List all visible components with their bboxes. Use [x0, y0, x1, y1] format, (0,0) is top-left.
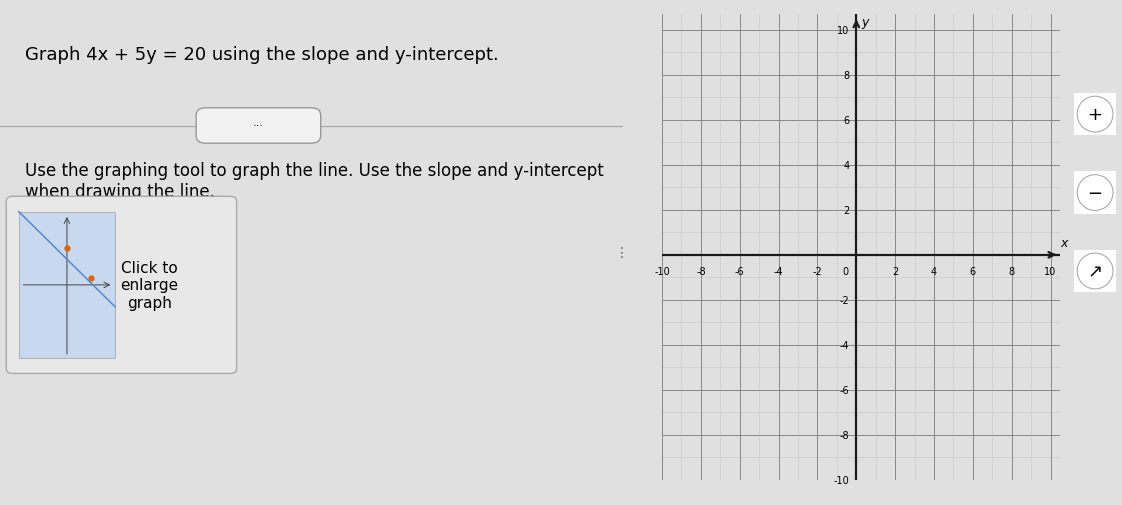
Text: -10: -10 — [834, 475, 849, 485]
Text: ⋮: ⋮ — [615, 245, 629, 260]
Text: -4: -4 — [840, 340, 849, 350]
Text: Graph 4x + 5y = 20 using the slope and y-intercept.: Graph 4x + 5y = 20 using the slope and y… — [25, 45, 498, 64]
Text: -8: -8 — [840, 430, 849, 440]
Text: 2: 2 — [892, 267, 899, 277]
Text: 6: 6 — [844, 116, 849, 126]
Text: -10: -10 — [654, 267, 670, 277]
FancyBboxPatch shape — [196, 109, 321, 144]
Text: 4: 4 — [931, 267, 937, 277]
Text: 6: 6 — [969, 267, 976, 277]
Text: −: − — [1087, 184, 1103, 202]
Text: 10: 10 — [1045, 267, 1057, 277]
FancyBboxPatch shape — [7, 197, 237, 374]
Text: y: y — [862, 16, 868, 29]
Text: -2: -2 — [839, 295, 849, 305]
Text: 8: 8 — [844, 71, 849, 81]
Text: -6: -6 — [735, 267, 745, 277]
Circle shape — [1077, 254, 1113, 289]
Text: 2: 2 — [844, 206, 849, 216]
Text: +: + — [1087, 106, 1103, 124]
Text: -4: -4 — [774, 267, 783, 277]
Circle shape — [1077, 97, 1113, 133]
Text: 4: 4 — [844, 161, 849, 171]
Text: -6: -6 — [840, 385, 849, 395]
Text: ···: ··· — [252, 121, 264, 131]
Text: Use the graphing tool to graph the line. Use the slope and y-intercept
when draw: Use the graphing tool to graph the line.… — [25, 162, 604, 200]
Text: Click to
enlarge
graph: Click to enlarge graph — [120, 261, 178, 310]
Text: ↗: ↗ — [1087, 263, 1103, 280]
Text: 10: 10 — [837, 26, 849, 36]
Circle shape — [1077, 175, 1113, 211]
Text: -2: -2 — [812, 267, 822, 277]
Text: 0: 0 — [843, 267, 848, 277]
FancyBboxPatch shape — [19, 212, 116, 359]
Text: x: x — [1060, 237, 1068, 249]
Text: 8: 8 — [1009, 267, 1014, 277]
Text: -8: -8 — [696, 267, 706, 277]
